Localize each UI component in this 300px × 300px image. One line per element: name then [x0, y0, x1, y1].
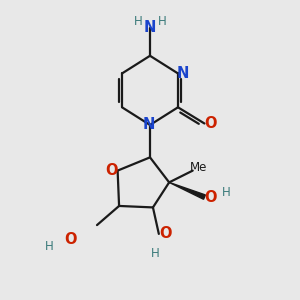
Text: O: O [204, 190, 217, 205]
Text: O: O [106, 163, 118, 178]
Text: O: O [64, 232, 77, 247]
Text: H: H [151, 247, 160, 260]
Text: H: H [45, 240, 54, 253]
Text: O: O [205, 116, 217, 131]
Text: N: N [177, 66, 190, 81]
Polygon shape [169, 182, 206, 199]
Text: H: H [158, 15, 166, 28]
Text: O: O [159, 226, 172, 242]
Text: N: N [144, 20, 156, 35]
Text: H: H [134, 15, 142, 28]
Text: H: H [222, 186, 231, 199]
Text: N: N [142, 118, 155, 133]
Text: Me: Me [190, 160, 207, 174]
